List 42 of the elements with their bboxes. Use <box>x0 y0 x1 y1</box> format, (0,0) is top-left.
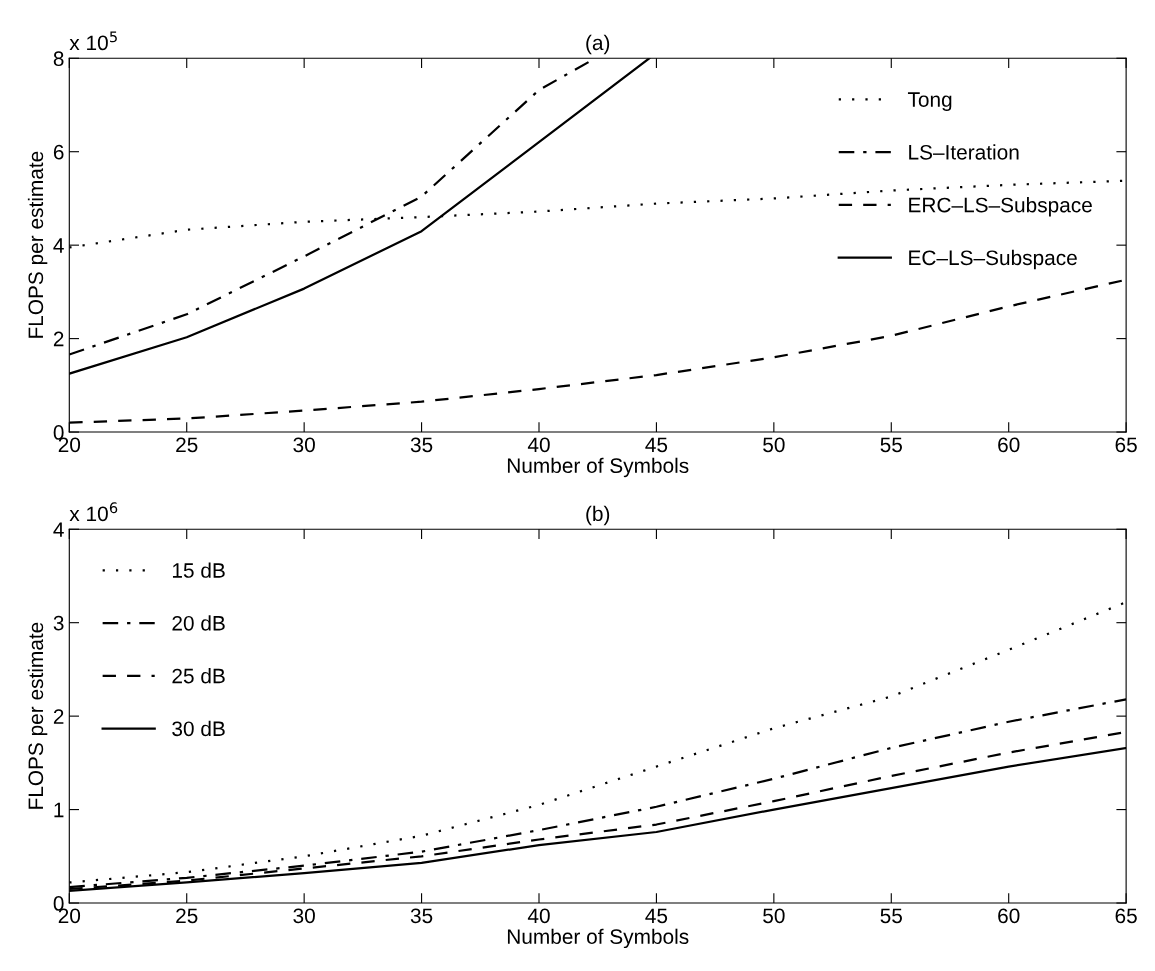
x-tick-label: 25 <box>176 908 198 924</box>
legend-label: 30 dB <box>172 720 225 737</box>
y-tick-label: 3 <box>53 615 64 631</box>
legend-label: 25 dB <box>172 668 225 684</box>
legend-label: LS–Iteration <box>909 144 1019 160</box>
x-tick-label: 65 <box>1115 908 1137 924</box>
x-tick-label: 30 <box>293 437 315 453</box>
x-tick-label: 65 <box>1115 437 1137 453</box>
y-tick-label: 4 <box>53 522 64 537</box>
x-tick-label: 45 <box>645 437 668 453</box>
legend-label: 20 dB <box>172 615 225 631</box>
legend-label: 15 dB <box>172 562 225 578</box>
chart-title: (a) <box>586 34 610 55</box>
x-tick-label: 55 <box>880 437 902 453</box>
y-tick-label: 8 <box>53 51 64 67</box>
x-axis-title: Number of Symbols <box>507 457 689 478</box>
x-tick-label: 35 <box>410 908 433 924</box>
chart-title: (b) <box>586 505 610 526</box>
x-tick-label: 50 <box>763 437 785 453</box>
y-tick-label: 2 <box>53 709 64 724</box>
y-tick-label: 6 <box>53 144 64 160</box>
x-tick-label: 60 <box>998 908 1020 924</box>
x-tick-label: 40 <box>527 437 550 453</box>
y-tick-label: 4 <box>53 238 64 253</box>
y-axis-title: FLOPS per estimate <box>27 622 48 809</box>
x-tick-label: 50 <box>763 908 785 924</box>
text: x 10$^{5}$ <box>69 31 117 51</box>
x-tick-label: 60 <box>998 437 1020 453</box>
x-tick-label: 30 <box>293 908 315 924</box>
y-tick-label: 1 <box>54 802 64 818</box>
legend-label: ERC–LS–Subspace <box>909 197 1092 217</box>
x-tick-label: 45 <box>645 908 668 924</box>
legend-label: Tong <box>907 92 952 112</box>
x-tick-label: 55 <box>880 908 902 924</box>
text: x 10$^{6}$ <box>69 502 118 522</box>
x-tick-label: 35 <box>410 437 433 453</box>
x-tick-label: 25 <box>176 437 198 453</box>
x-axis-title: Number of Symbols <box>507 928 689 949</box>
y-tick-label: 2 <box>53 331 64 347</box>
x-tick-label: 40 <box>527 908 550 924</box>
y-axis-title: FLOPS per estimate <box>27 151 48 338</box>
legend-label: EC–LS–Subspace <box>909 249 1077 270</box>
